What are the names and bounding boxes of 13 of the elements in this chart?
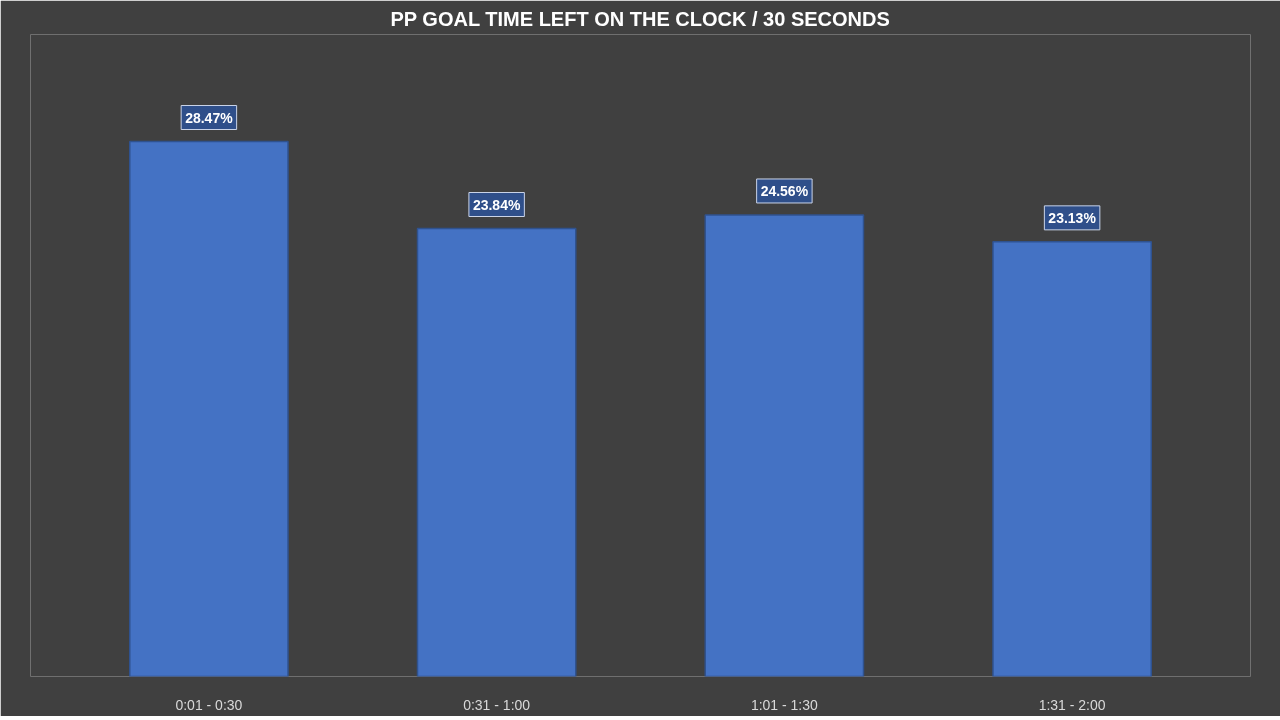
bar: [992, 241, 1152, 677]
x-tick-label: 1:31 - 2:00: [1038, 696, 1106, 713]
bar: [416, 227, 577, 677]
x-tick-label: 0:31 - 1:00: [463, 696, 531, 713]
data-label: 23.84%: [472, 196, 521, 213]
data-label: 23.13%: [1048, 209, 1097, 226]
bar: [129, 140, 289, 677]
data-label: 24.56%: [760, 182, 809, 199]
x-tick-label: 0:01 - 0:30: [175, 696, 243, 713]
chart-title: PP GOAL TIME LEFT ON THE CLOCK / 30 SECONDS: [390, 7, 890, 30]
bar: [704, 214, 865, 677]
data-label: 28.47%: [185, 109, 234, 126]
x-tick-label: 1:01 - 1:30: [750, 696, 819, 713]
